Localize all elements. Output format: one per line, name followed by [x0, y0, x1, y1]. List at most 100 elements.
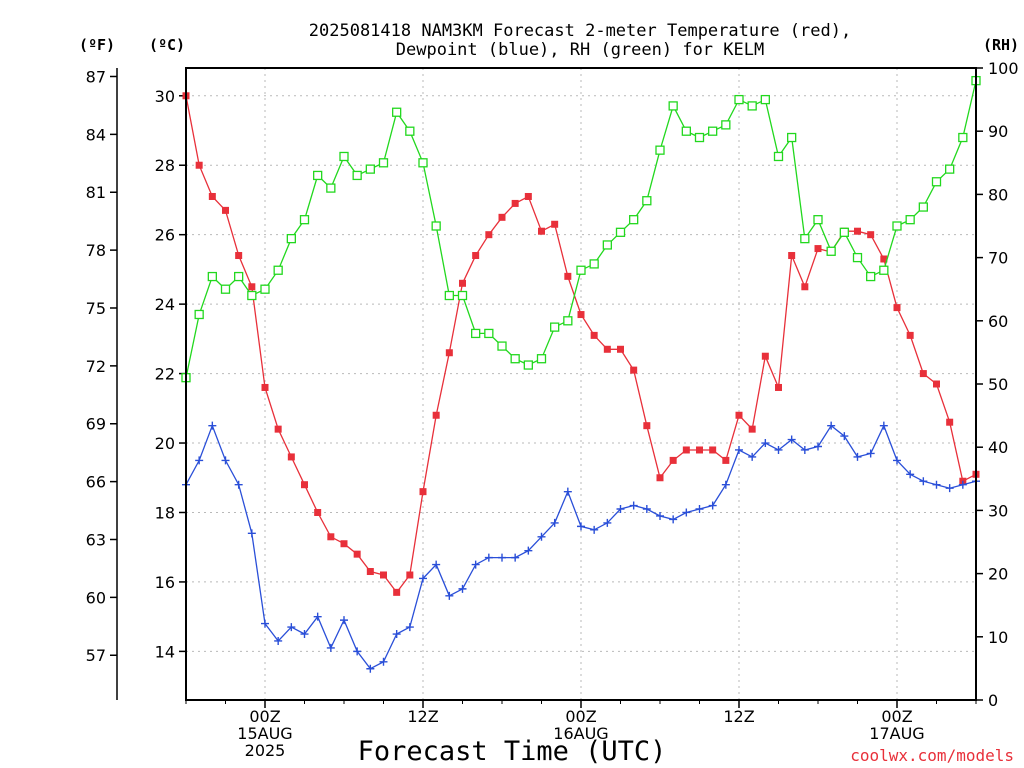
dewpoint-point [945, 484, 954, 493]
time-tick-label: 12Z [723, 707, 754, 726]
dewpoint-point [261, 619, 269, 628]
rh-point [523, 360, 533, 370]
temperature-point [748, 425, 756, 433]
temperature-point [406, 571, 414, 579]
dewpoint-point [814, 442, 822, 451]
rh-point [629, 215, 639, 225]
dewpoint-point [840, 432, 849, 441]
temperature-point [287, 453, 295, 461]
temperature-point [709, 446, 717, 454]
rh-point [273, 265, 283, 275]
dewpoint-point [524, 546, 533, 555]
temperature-point [538, 227, 545, 235]
rh-point [839, 227, 849, 237]
dewpoint-point [827, 421, 836, 430]
temperature-point [314, 508, 322, 516]
temperature-point [867, 231, 875, 239]
dewpoint-point [721, 480, 730, 489]
fahrenheit-unit-label: (ºF) [79, 36, 115, 54]
rh-point [313, 170, 323, 181]
dewpoint-point [893, 456, 901, 465]
dewpoint-point [234, 480, 243, 489]
temperature-point [893, 304, 901, 312]
rh-point [813, 215, 823, 225]
dewpoint-point [445, 591, 454, 600]
temperature-point [682, 446, 690, 454]
rh-point [589, 259, 599, 269]
rh-point [642, 196, 652, 206]
rh-point [747, 101, 757, 111]
time-tick-label: 00Z [881, 707, 912, 726]
dewpoint-point [932, 480, 941, 489]
rh-point [892, 221, 902, 231]
fahrenheit-tick-label: 60 [86, 588, 106, 607]
temperature-point [353, 550, 361, 558]
temperature-point [630, 366, 638, 374]
dewpoint-point [300, 630, 309, 639]
dewpoint-point [366, 664, 375, 673]
temperature-point [366, 568, 374, 576]
celsius-tick-label: 26 [155, 226, 175, 245]
rh-point [299, 215, 310, 225]
rh-point [431, 221, 441, 231]
temperature-point [722, 456, 730, 464]
dewpoint-point [761, 439, 770, 448]
chart-title-line1: 2025081418 NAM3KM Forecast 2-meter Tempe… [309, 21, 851, 41]
dewpoint-point [340, 616, 348, 625]
dewpoint-point [616, 505, 625, 514]
dewpoint-point [735, 445, 743, 454]
rh-point [510, 354, 520, 364]
rh-point [220, 284, 231, 294]
dewpoint-point [603, 518, 612, 527]
dewpoint-point [563, 487, 572, 496]
rh-point [905, 215, 915, 225]
dewpoint-point [708, 501, 717, 510]
time-tick-label: 17AUG [869, 724, 924, 743]
rh-tick-label: 80 [988, 185, 1008, 204]
credit-text: coolwx.com/models [850, 746, 1014, 765]
temperature-point [485, 231, 493, 239]
fahrenheit-tick-label: 81 [86, 183, 106, 202]
dewpoint-point [879, 421, 888, 430]
fahrenheit-tick-label: 57 [86, 646, 106, 665]
rh-point [550, 322, 560, 332]
chart-title-line2: Dewpoint (blue), RH (green) for KELM [396, 40, 764, 60]
fahrenheit-tick-label: 69 [86, 415, 106, 434]
dewpoint-point [774, 445, 783, 454]
dewpoint-point [866, 449, 875, 458]
dewpoint-point [484, 553, 493, 562]
dewpoint-point [787, 435, 796, 444]
rh-point [286, 233, 296, 244]
dewpoint-point [748, 452, 757, 461]
rh-tick-label: 0 [988, 691, 998, 710]
time-tick-label: 00Z [565, 707, 596, 726]
celsius-tick-label: 22 [155, 365, 175, 384]
temperature-point [551, 220, 559, 228]
rh-point [918, 202, 928, 212]
fahrenheit-tick-label: 72 [86, 357, 106, 376]
dewpoint-point [326, 643, 335, 652]
temperature-point [854, 227, 861, 235]
rh-point [497, 341, 507, 351]
temperature-point [564, 272, 572, 280]
rh-unit-label: (RH) [983, 36, 1019, 54]
series-dewpoint [182, 421, 980, 673]
dewpoint-point [590, 525, 599, 534]
temperature-point [445, 349, 453, 357]
rh-point [484, 328, 494, 339]
temperature-point [643, 422, 651, 430]
rh-tick-label: 50 [988, 375, 1008, 394]
rh-point [787, 132, 797, 143]
temperature-point [933, 380, 940, 388]
rh-tick-label: 30 [988, 501, 1008, 520]
temperature-point [222, 206, 229, 214]
rh-point [326, 183, 336, 193]
temperature-point [814, 245, 822, 253]
dewpoint-point [247, 529, 256, 538]
rh-point [945, 164, 955, 174]
rh-tick-label: 20 [988, 565, 1008, 584]
temperature-point [669, 456, 677, 464]
temperature-point [248, 283, 256, 291]
